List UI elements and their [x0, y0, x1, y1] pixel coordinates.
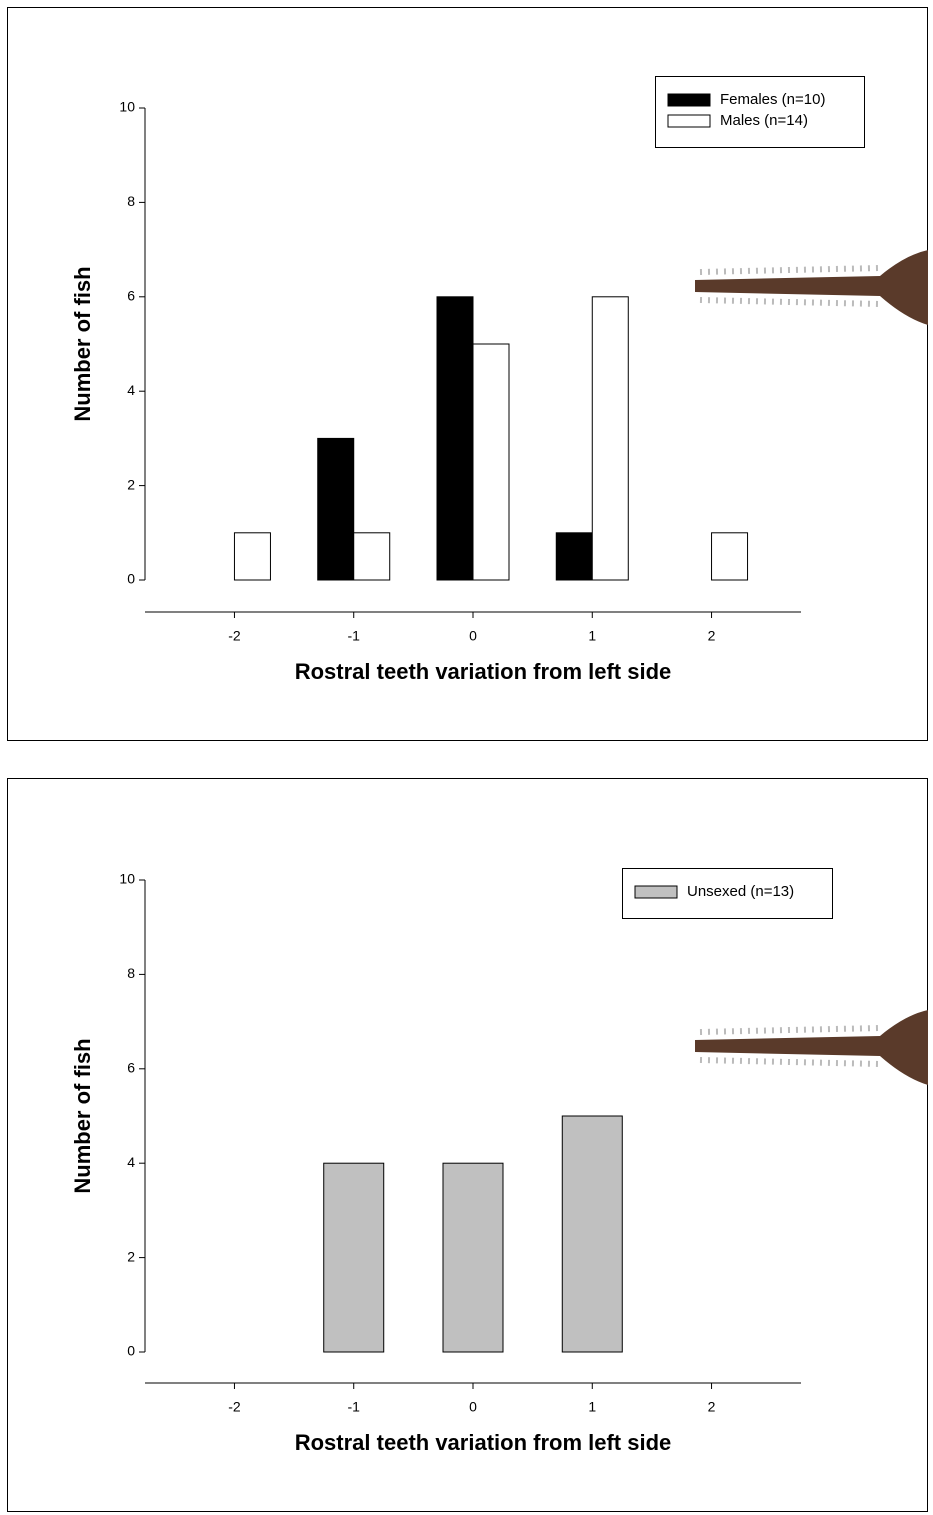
bar	[353, 532, 391, 581]
bar	[317, 437, 355, 581]
legend-swatch	[667, 114, 711, 128]
bar	[711, 532, 749, 581]
legend-swatch	[634, 885, 678, 899]
panel-frame	[7, 778, 928, 1512]
sawfish-rostrum	[695, 1010, 928, 1085]
bar	[323, 1162, 385, 1353]
bar	[561, 1115, 623, 1353]
y-tick-label: 0	[127, 1343, 135, 1359]
y-tick-label: 10	[119, 871, 135, 887]
y-tick-label: 2	[127, 476, 135, 492]
panel-frame	[7, 7, 928, 741]
y-tick-label: 2	[127, 1248, 135, 1264]
x-axis-label: Rostral teeth variation from left side	[295, 1430, 672, 1455]
y-axis-label: Number of fish	[70, 1038, 95, 1193]
x-tick-label: 2	[708, 1399, 716, 1415]
bar	[472, 343, 510, 581]
bar	[442, 1162, 504, 1353]
y-tick-label: 4	[127, 1154, 135, 1170]
x-tick-label: 1	[588, 1399, 596, 1415]
y-tick-label: 0	[127, 571, 135, 587]
legend-label: Males (n=14)	[720, 112, 808, 129]
sawfish-rostrum	[695, 250, 928, 325]
x-tick-label: -1	[348, 1399, 361, 1415]
legend-label: Unsexed (n=13)	[687, 883, 794, 900]
bar	[591, 296, 629, 581]
x-tick-label: -2	[228, 1399, 241, 1415]
y-tick-label: 8	[127, 193, 135, 209]
y-tick-label: 4	[127, 382, 135, 398]
y-tick-label: 10	[119, 99, 135, 115]
y-tick-label: 8	[127, 965, 135, 981]
x-tick-label: 2	[708, 628, 716, 644]
x-axis-label: Rostral teeth variation from left side	[295, 659, 672, 684]
legend-label: Females (n=10)	[720, 91, 825, 108]
x-tick-label: 0	[469, 1399, 477, 1415]
y-axis-label: Number of fish	[70, 266, 95, 421]
y-tick-label: 6	[127, 1060, 135, 1076]
legend-box	[655, 76, 865, 148]
x-tick-label: -1	[348, 628, 361, 644]
x-tick-label: 1	[588, 628, 596, 644]
legend-swatch	[667, 93, 711, 107]
x-tick-label: -2	[228, 628, 241, 644]
x-tick-label: 0	[469, 628, 477, 644]
y-tick-label: 6	[127, 288, 135, 304]
bar	[436, 296, 474, 581]
bar	[233, 532, 271, 581]
bar	[555, 532, 593, 581]
